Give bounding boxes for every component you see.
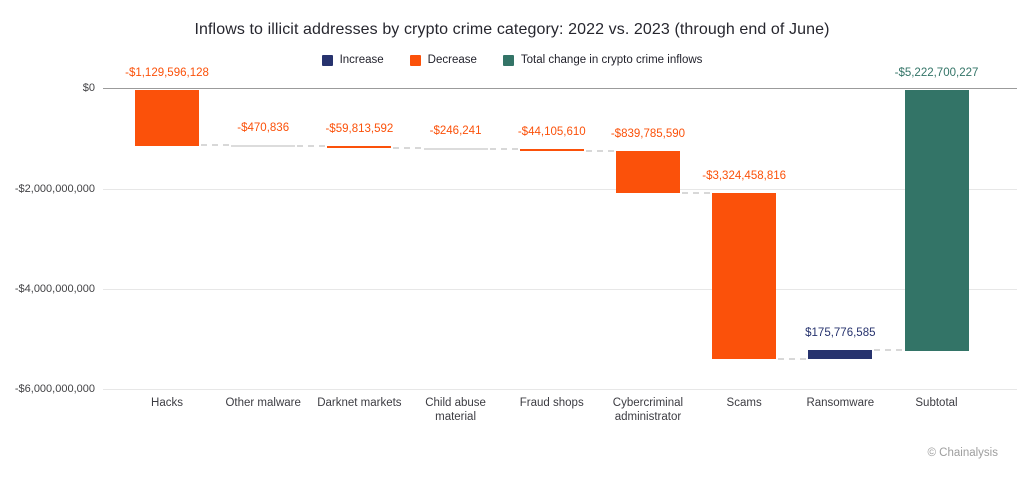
legend-item-increase: Increase	[321, 54, 384, 66]
legend: Increase Decrease Total change in crypto…	[0, 54, 1024, 66]
bar-subtotal	[904, 89, 969, 351]
x-axis-label-other-malware: Other malware	[225, 397, 301, 409]
value-label-darknet-markets: -$59,813,592	[325, 122, 394, 135]
x-axis-label-child-abuse-material: Child abuse material	[425, 397, 486, 423]
waterfall-connector	[681, 191, 711, 194]
zero-axis-line	[103, 87, 1017, 89]
y-axis-tick-label: -$6,000,000,000	[14, 383, 95, 395]
bar-fraud-shops	[519, 148, 584, 151]
x-axis-label-subtotal: Subtotal	[915, 397, 958, 409]
legend-item-total: Total change in crypto crime inflows	[502, 54, 703, 66]
legend-item-decrease: Decrease	[409, 54, 477, 66]
waterfall-connector	[201, 144, 230, 147]
total-swatch-icon	[502, 54, 514, 66]
gridline	[103, 189, 1017, 190]
waterfall-connector	[297, 144, 326, 147]
value-label-fraud-shops: -$44,105,610	[517, 125, 586, 138]
bar-other-malware	[231, 145, 296, 148]
bar-darknet-markets	[327, 145, 392, 149]
waterfall-connector	[393, 147, 422, 150]
increase-swatch-icon	[321, 54, 333, 66]
copyright-text: © Chainalysis	[927, 447, 998, 459]
x-axis-label-scams: Scams	[726, 397, 762, 409]
value-label-child-abuse-material: -$246,241	[429, 125, 482, 138]
gridline	[103, 289, 1017, 290]
bar-hacks	[135, 89, 199, 146]
value-label-scams: -$3,324,458,816	[702, 169, 787, 182]
gridline	[103, 389, 1017, 390]
value-label-hacks: -$1,129,596,128	[125, 66, 209, 79]
y-axis-tick-label: $0	[82, 82, 95, 94]
bar-ransomware	[808, 350, 873, 359]
value-label-cybercriminal-administrator: -$839,785,590	[610, 127, 686, 140]
chart-title: Inflows to illicit addresses by crypto c…	[194, 21, 830, 38]
bar-scams	[712, 192, 777, 359]
waterfall-connector	[874, 349, 903, 352]
y-axis-tick-label: -$2,000,000,000	[14, 183, 95, 195]
value-label-ransomware: $175,776,585	[805, 327, 876, 340]
decrease-swatch-icon	[409, 54, 421, 66]
legend-label-decrease: Decrease	[427, 54, 477, 66]
x-axis-label-hacks: Hacks	[151, 397, 183, 409]
x-axis-label-ransomware: Ransomware	[806, 397, 875, 409]
legend-label-total: Total change in crypto crime inflows	[520, 54, 703, 66]
x-axis-label-darknet-markets: Darknet markets	[317, 397, 402, 409]
value-label-other-malware: -$470,836	[237, 122, 290, 135]
value-label-subtotal: -$5,222,700,227	[894, 66, 979, 79]
x-axis-label-cybercriminal-administrator: Cybercriminal administrator	[612, 397, 684, 423]
waterfall-connector	[778, 357, 807, 360]
bar-child-abuse-material	[423, 148, 488, 151]
legend-label-increase: Increase	[339, 54, 384, 66]
waterfall-connector	[585, 149, 614, 152]
waterfall-connector	[489, 147, 518, 150]
y-axis-tick-label: -$4,000,000,000	[14, 283, 95, 295]
x-axis-label-fraud-shops: Fraud shops	[519, 397, 584, 409]
bar-cybercriminal-administrator	[615, 150, 680, 193]
